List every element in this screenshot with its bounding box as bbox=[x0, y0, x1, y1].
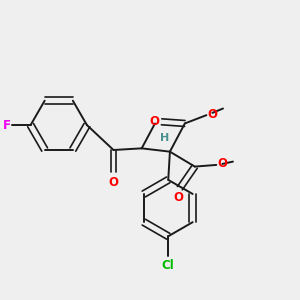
Text: O: O bbox=[218, 158, 227, 170]
Text: H: H bbox=[160, 134, 170, 143]
Text: O: O bbox=[207, 108, 218, 121]
Text: O: O bbox=[174, 191, 184, 205]
Text: F: F bbox=[3, 118, 11, 132]
Text: O: O bbox=[109, 176, 118, 188]
Text: O: O bbox=[149, 115, 159, 128]
Text: Cl: Cl bbox=[162, 259, 175, 272]
